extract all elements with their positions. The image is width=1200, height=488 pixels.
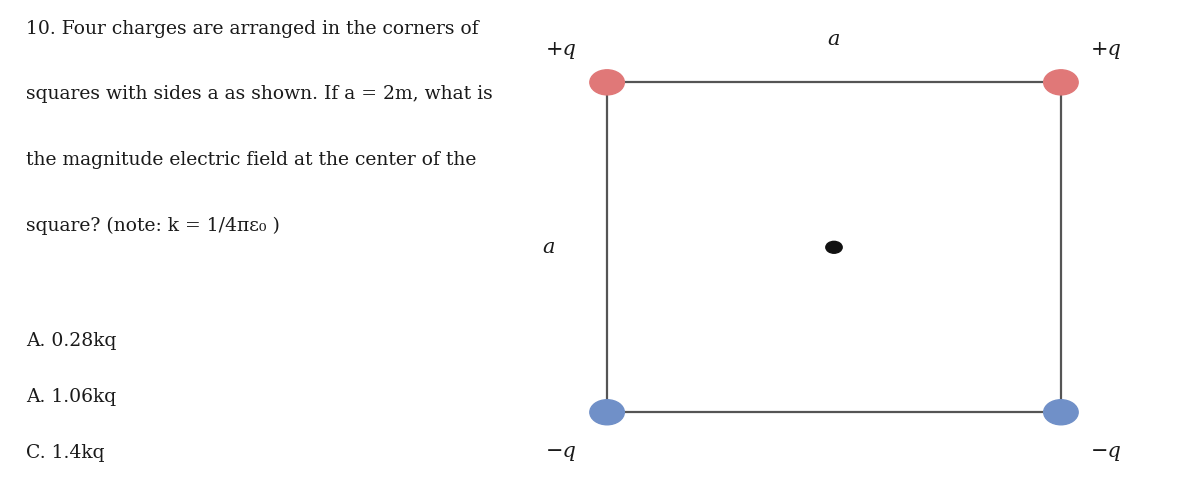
Text: C. 1.4kq: C. 1.4kq (26, 444, 104, 462)
Text: a: a (828, 30, 840, 49)
Text: A. 1.06kq: A. 1.06kq (26, 388, 116, 406)
Text: 10. Four charges are arranged in the corners of: 10. Four charges are arranged in the cor… (26, 20, 479, 38)
Text: A. 0.28kq: A. 0.28kq (26, 332, 116, 350)
Text: squares with sides a as shown. If a = 2m, what is: squares with sides a as shown. If a = 2m… (26, 85, 493, 103)
Text: square? (note: k = 1/4πε₀ ): square? (note: k = 1/4πε₀ ) (26, 217, 281, 235)
Circle shape (1044, 70, 1078, 95)
Text: −q: −q (546, 442, 577, 461)
Circle shape (590, 400, 624, 425)
Text: a: a (542, 238, 554, 257)
Circle shape (590, 70, 624, 95)
Circle shape (826, 242, 842, 253)
Text: the magnitude electric field at the center of the: the magnitude electric field at the cent… (26, 151, 476, 169)
Text: +q: +q (546, 40, 577, 59)
Circle shape (1044, 400, 1078, 425)
Text: +q: +q (1091, 40, 1122, 59)
Text: −q: −q (1091, 442, 1122, 461)
